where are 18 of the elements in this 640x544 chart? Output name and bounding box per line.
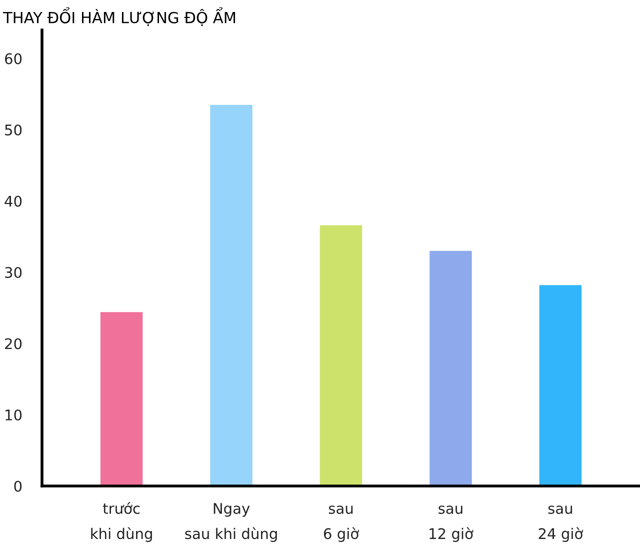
chart-title: THAY ĐỔI HÀM LƯỢNG ĐỘ ẨM (2, 7, 236, 26)
y-tick-label: 60 (5, 53, 22, 64)
y-tick-label: 0 (14, 480, 22, 492)
x-tick-label: sau 6 giờ (324, 506, 359, 542)
y-tick-label: 30 (5, 266, 22, 278)
bar (539, 285, 582, 486)
x-tick-label: sau 12 giờ (430, 506, 474, 542)
bar (430, 250, 472, 486)
y-tick-label: 10 (6, 409, 22, 420)
y-tick-label: 40 (4, 196, 22, 207)
x-tick-label: sau 24 giờ (538, 506, 584, 542)
y-tick-label: 50 (5, 124, 22, 136)
bar (210, 104, 252, 486)
bar (100, 312, 143, 486)
bar (320, 225, 362, 486)
x-tick-label: Ngay sau khi dùng (185, 503, 277, 542)
x-tick-label: trước khi dùng (91, 502, 152, 542)
y-tick-label: 20 (5, 338, 22, 350)
